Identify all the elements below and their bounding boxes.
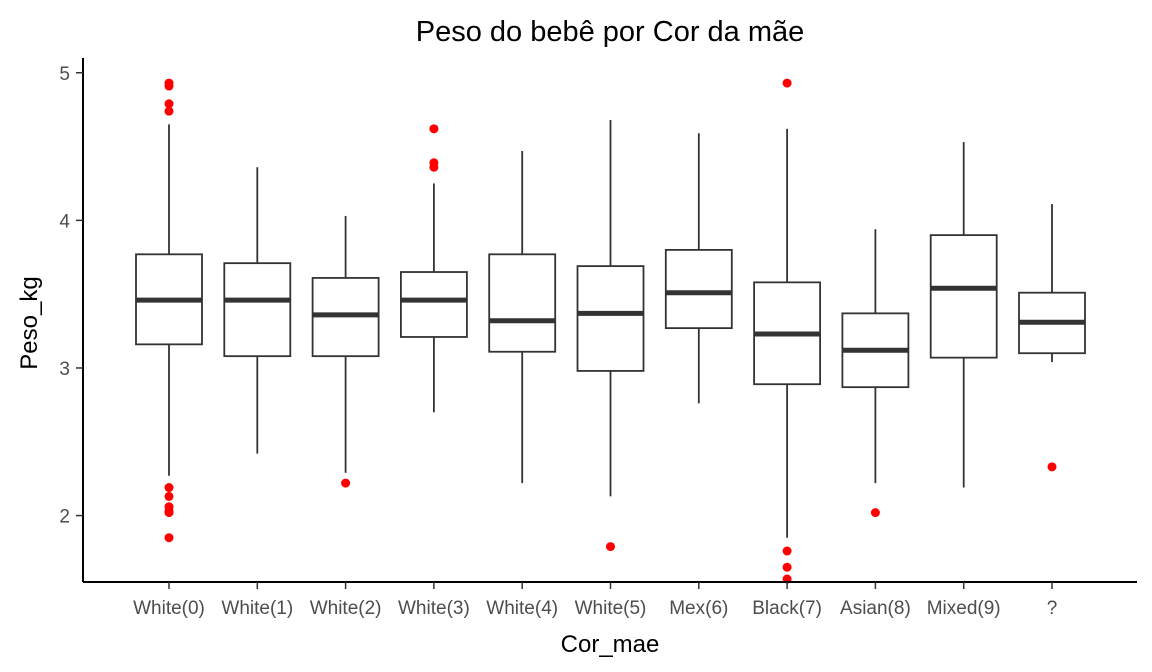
outlier-point <box>429 124 439 134</box>
outlier-point <box>870 508 880 518</box>
outlier-point <box>1047 462 1057 472</box>
y-tick-label: 5 <box>59 64 70 85</box>
box-group <box>135 78 203 543</box>
outlier-point <box>606 542 615 552</box>
plot-area <box>135 78 1086 584</box>
outlier-point <box>164 508 174 518</box>
x-tick-label: White(2) <box>310 598 382 619</box>
outlier-point <box>164 483 174 493</box>
outlier-point <box>164 106 174 116</box>
x-tick-label: White(5) <box>575 598 647 619</box>
chart-title: Peso do bebê por Cor da mãe <box>416 16 805 48</box>
outlier-point <box>782 546 792 556</box>
box-iqr <box>488 253 557 353</box>
x-tick-label: ? <box>1047 598 1058 619</box>
box-iqr <box>576 265 645 372</box>
outlier-point <box>164 491 174 501</box>
x-tick-label: Asian(8) <box>840 598 911 619</box>
y-axis-title: Peso_kg <box>16 276 43 369</box>
box-group <box>753 78 821 584</box>
box-iqr <box>399 271 468 338</box>
x-tick-label: Mixed(9) <box>927 598 1001 619</box>
box-group <box>488 150 557 484</box>
x-tick-label: White(1) <box>221 598 293 619</box>
box-iqr <box>929 234 998 359</box>
x-axis-title: Cor_mae <box>561 631 660 658</box>
box-group <box>576 119 645 552</box>
box-iqr <box>664 248 733 330</box>
box-group <box>223 167 292 454</box>
outlier-point <box>782 78 792 88</box>
box-group <box>929 142 998 488</box>
outlier-point <box>164 99 174 109</box>
outlier-point <box>164 81 174 91</box>
x-tick-label: White(0) <box>133 598 205 619</box>
box-group <box>1018 204 1086 472</box>
y-axis-ticks: 2 3 4 5 <box>59 64 83 528</box>
outlier-point <box>429 162 439 172</box>
box-group <box>841 229 910 518</box>
outlier-point <box>164 533 174 543</box>
box-group <box>664 133 733 404</box>
x-tick-label: Mex(6) <box>669 598 728 619</box>
box-group <box>311 215 380 488</box>
y-tick-label: 3 <box>59 359 70 380</box>
x-tick-label: Black(7) <box>752 598 822 619</box>
x-tick-label: White(4) <box>486 598 558 619</box>
box-iqr <box>223 262 292 358</box>
y-tick-label: 4 <box>59 211 70 232</box>
x-axis-ticks: White(0) White(1) White(2) White(3) White(4)… <box>133 582 1057 619</box>
outlier-point <box>341 478 351 488</box>
box-group <box>399 124 468 413</box>
x-tick-label: White(3) <box>398 598 470 619</box>
y-tick-label: 2 <box>59 507 70 528</box>
outlier-point <box>782 562 792 572</box>
